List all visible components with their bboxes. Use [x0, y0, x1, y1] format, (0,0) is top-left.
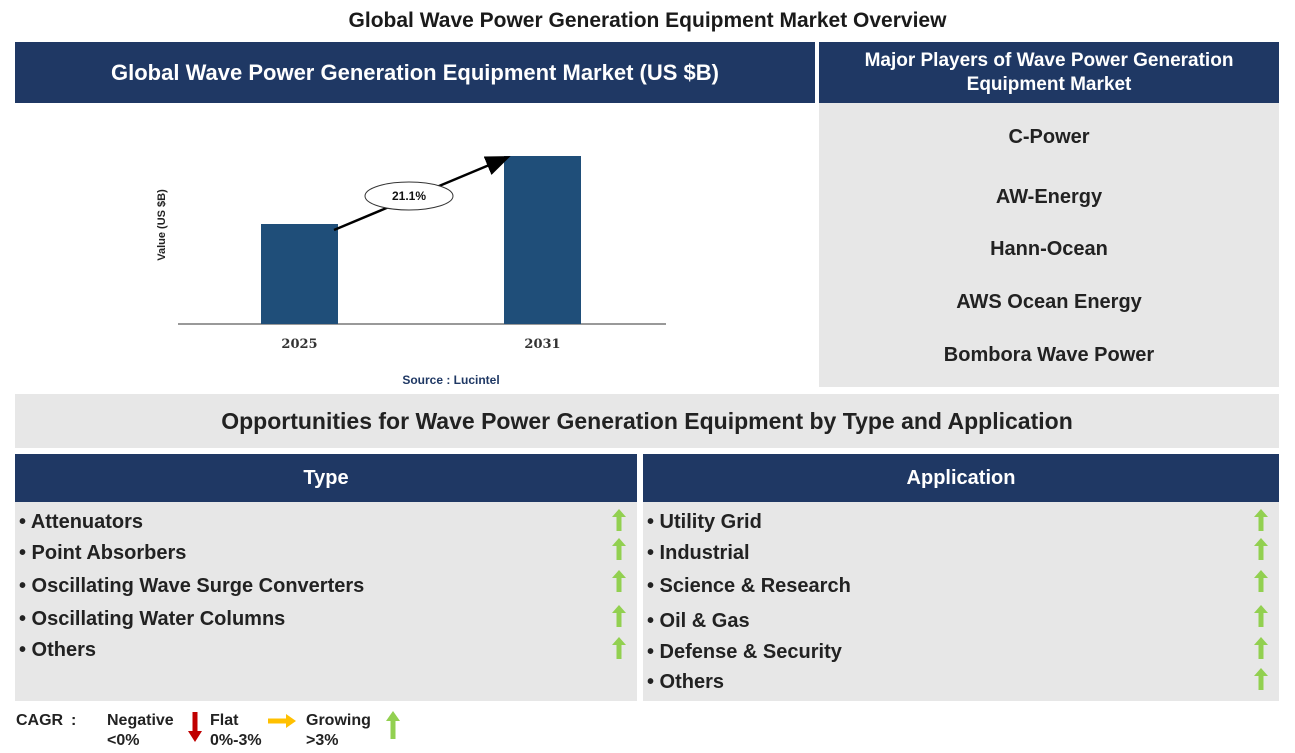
- type-item: • Oscillating Wave Surge Converters: [19, 575, 365, 597]
- cagr-ellipse: [364, 181, 454, 211]
- type-list: • Attenuators • Point Absorbers • Oscill…: [15, 502, 637, 701]
- player-item: AWS Ocean Energy: [956, 291, 1142, 313]
- legend-negative: Negative: [107, 712, 174, 729]
- growing-up-arrow-icon: [1254, 509, 1268, 531]
- cagr-label: 21.1%: [392, 189, 426, 203]
- application-item: • Science & Research: [647, 575, 851, 597]
- bar-2031: [504, 156, 581, 324]
- type-item: • Point Absorbers: [19, 542, 187, 564]
- legend-flat: Flat: [210, 712, 239, 729]
- growing-up-arrow-icon: [612, 605, 626, 627]
- player-item: AW-Energy: [995, 186, 1103, 208]
- legend-growing-range: >3%: [306, 732, 339, 749]
- application-item: • Utility Grid: [647, 511, 762, 533]
- cagr-legend: CAGR : Negative <0% Flat 0%-3% Growing >…: [0, 708, 420, 753]
- application-item: • Others: [647, 671, 725, 693]
- player-item: C-Power: [1008, 126, 1090, 148]
- growing-up-arrow-icon: [1254, 605, 1268, 627]
- market-bar-chart: Value (US $B) 2025 2031 21.1%: [156, 156, 666, 352]
- type-item: • Attenuators: [19, 511, 144, 533]
- growing-up-arrow-icon: [1254, 637, 1268, 659]
- growing-up-arrow-icon: [1254, 570, 1268, 592]
- legend-flat-range: 0%-3%: [210, 732, 262, 749]
- negative-down-arrow-icon: [188, 712, 202, 742]
- growing-up-arrow-icon: [612, 509, 626, 531]
- y-axis-label: Value (US $B): [156, 189, 168, 261]
- legend-label: CAGR: [16, 712, 64, 729]
- legend-negative-range: <0%: [107, 732, 140, 749]
- page-title: Global Wave Power Generation Equipment M…: [348, 9, 947, 32]
- legend-growing: Growing: [306, 712, 371, 729]
- opportunities-title: Opportunities for Wave Power Generation …: [15, 394, 1279, 448]
- player-item: Hann-Ocean: [990, 238, 1108, 260]
- application-list: • Utility Grid • Industrial • Science & …: [643, 502, 1279, 701]
- chart-source: Source : Lucintel: [402, 373, 500, 387]
- legend-colon: :: [71, 712, 77, 729]
- application-item: • Oil & Gas: [647, 610, 750, 632]
- chart-header: Global Wave Power Generation Equipment M…: [15, 42, 815, 103]
- type-header: Type: [15, 454, 637, 502]
- type-item: • Oscillating Water Columns: [19, 608, 286, 630]
- application-header: Application: [643, 454, 1279, 502]
- x-tick-2031: 2031: [524, 337, 560, 352]
- growing-up-arrow-icon: [612, 637, 626, 659]
- application-item: • Defense & Security: [647, 641, 842, 663]
- growing-up-arrow-icon: [1254, 538, 1268, 560]
- x-tick-2025: 2025: [281, 337, 317, 352]
- growing-up-arrow-icon: [1254, 668, 1268, 690]
- growing-up-arrow-icon: [386, 711, 400, 739]
- player-item: Bombora Wave Power: [943, 344, 1155, 366]
- application-item: • Industrial: [647, 542, 750, 564]
- growing-up-arrow-icon: [612, 570, 626, 592]
- type-item: • Others: [19, 639, 97, 661]
- bar-2025: [261, 224, 338, 324]
- growing-up-arrow-icon: [612, 538, 626, 560]
- flat-right-arrow-icon: [268, 714, 296, 728]
- players-header: Major Players of Wave Power Generation E…: [819, 42, 1279, 103]
- players-list: C-Power AW-Energy Hann-Ocean AWS Ocean E…: [819, 103, 1279, 387]
